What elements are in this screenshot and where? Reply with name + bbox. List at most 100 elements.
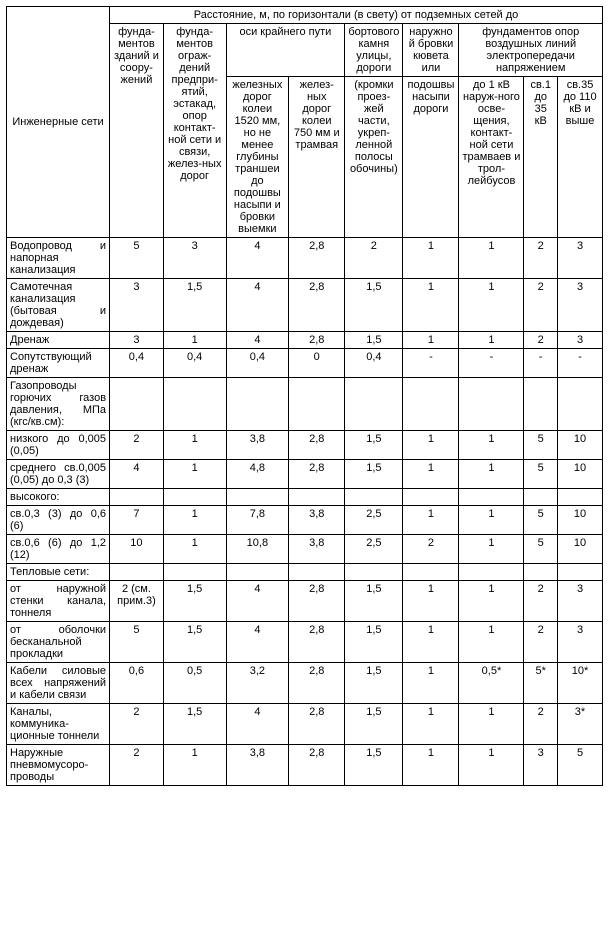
cell-value: 0,5* [459, 663, 524, 704]
col2-header: фунда-ментов ограж-дений предпри-ятий, э… [163, 24, 226, 238]
cell-value [403, 489, 459, 506]
cell-value: 2 [524, 332, 558, 349]
cell-value: 1 [459, 622, 524, 663]
cell-value: 1 [403, 332, 459, 349]
cell-value: 2 (см. прим.3) [110, 581, 164, 622]
cell-value: 3 [558, 332, 603, 349]
cell-value: 7,8 [226, 506, 289, 535]
cell-value: 10 [558, 506, 603, 535]
table-row: Дренаж3142,81,51123 [7, 332, 603, 349]
cell-value: 2,8 [289, 663, 345, 704]
cell-value [345, 489, 403, 506]
cell-value [226, 489, 289, 506]
cell-value: 1,5 [345, 460, 403, 489]
cell-value: 0,4 [110, 349, 164, 378]
cell-value: 3,8 [289, 535, 345, 564]
row-label: среднего св.0,005 (0,05) до 0,3 (3) [7, 460, 110, 489]
cell-value: - [558, 349, 603, 378]
cell-value [403, 564, 459, 581]
cell-value: 2,8 [289, 745, 345, 786]
row-label: низкого до 0,005 (0,05) [7, 431, 110, 460]
table-row: низкого до 0,005 (0,05)213,82,81,511510 [7, 431, 603, 460]
cell-value: 2 [110, 745, 164, 786]
cell-value: 5 [524, 506, 558, 535]
cell-value: 1 [163, 431, 226, 460]
cell-value: 1 [163, 332, 226, 349]
cell-value: 1 [163, 535, 226, 564]
col6-header-top: наружной бровки кювета или [403, 24, 459, 77]
cell-value: 3,2 [226, 663, 289, 704]
cell-value: 2 [524, 279, 558, 332]
cell-value: 10 [558, 431, 603, 460]
cell-value: 1 [459, 506, 524, 535]
row-label: Тепловые сети: [7, 564, 110, 581]
row-label: Наружные пневмомусоро-проводы [7, 745, 110, 786]
cell-value: 5 [110, 622, 164, 663]
table-row: Водопровод и напорная канализация5342,82… [7, 238, 603, 279]
cell-value [110, 489, 164, 506]
cell-value [345, 378, 403, 431]
cell-value: 1 [459, 279, 524, 332]
cell-value: 4 [110, 460, 164, 489]
col1-header: фунда-ментов зданий и соору-жений [110, 24, 164, 238]
distances-table: Инженерные сети Расстояние, м, по горизо… [6, 6, 603, 786]
row-label: высокого: [7, 489, 110, 506]
cell-value: 2,5 [345, 506, 403, 535]
cell-value: 4,8 [226, 460, 289, 489]
cell-value: 1,5 [345, 663, 403, 704]
table-row: от наружной стенки канала, тоннеля2 (см.… [7, 581, 603, 622]
cell-value: 2 [403, 535, 459, 564]
cell-value: 5 [524, 431, 558, 460]
cell-value: 3,8 [226, 745, 289, 786]
cell-value: 1,5 [163, 581, 226, 622]
supertitle: Расстояние, м, по горизонтали (в свету) … [110, 7, 603, 24]
cell-value: 5 [524, 460, 558, 489]
col5-header-top: бортового камня улицы, дороги [345, 24, 403, 77]
cell-value [459, 378, 524, 431]
cell-value: 1,5 [345, 332, 403, 349]
cell-value: 1 [459, 704, 524, 745]
cell-value: 3,8 [226, 431, 289, 460]
cell-value: 7 [110, 506, 164, 535]
cell-value [524, 564, 558, 581]
cell-value [524, 489, 558, 506]
cell-value: 2 [110, 431, 164, 460]
cell-value: 2 [110, 704, 164, 745]
col4-header: желез-ных дорог колеи 750 мм и трамвая [289, 77, 345, 238]
cell-value [459, 564, 524, 581]
cell-value: 1 [163, 745, 226, 786]
cell-value: 1 [459, 581, 524, 622]
cell-value: 1 [403, 506, 459, 535]
table-body: Водопровод и напорная канализация5342,82… [7, 238, 603, 786]
cell-value [558, 564, 603, 581]
cell-value: 1 [459, 535, 524, 564]
cell-value: 4 [226, 332, 289, 349]
cell-value: - [459, 349, 524, 378]
cell-value: 0 [289, 349, 345, 378]
cell-value: 1 [459, 460, 524, 489]
table-row: Газопроводы горючих газов давления, МПа … [7, 378, 603, 431]
cell-value: 1 [403, 431, 459, 460]
table-row: Тепловые сети: [7, 564, 603, 581]
cell-value [558, 378, 603, 431]
cell-value [289, 489, 345, 506]
cell-value: 10 [558, 535, 603, 564]
cell-value: 5 [110, 238, 164, 279]
table-row: высокого: [7, 489, 603, 506]
cell-value [163, 489, 226, 506]
cell-value [289, 378, 345, 431]
cell-value: - [403, 349, 459, 378]
cell-value: 3 [558, 622, 603, 663]
col6-header-bot: подошвы насыпи дороги [403, 77, 459, 238]
cell-value: 3* [558, 704, 603, 745]
cell-value: 1 [163, 506, 226, 535]
cell-value: 5 [524, 535, 558, 564]
row-label: Самотечная канализация (бытовая и дождев… [7, 279, 110, 332]
cell-value: 10,8 [226, 535, 289, 564]
cell-value: 1,5 [163, 704, 226, 745]
table-row: от оболочки бесканальной прокладки51,542… [7, 622, 603, 663]
cell-value: 1 [163, 460, 226, 489]
cell-value: 2 [524, 622, 558, 663]
row-label: Сопутствующий дренаж [7, 349, 110, 378]
table-row: св.0,6 (6) до 1,2 (12)10110,83,82,521510 [7, 535, 603, 564]
